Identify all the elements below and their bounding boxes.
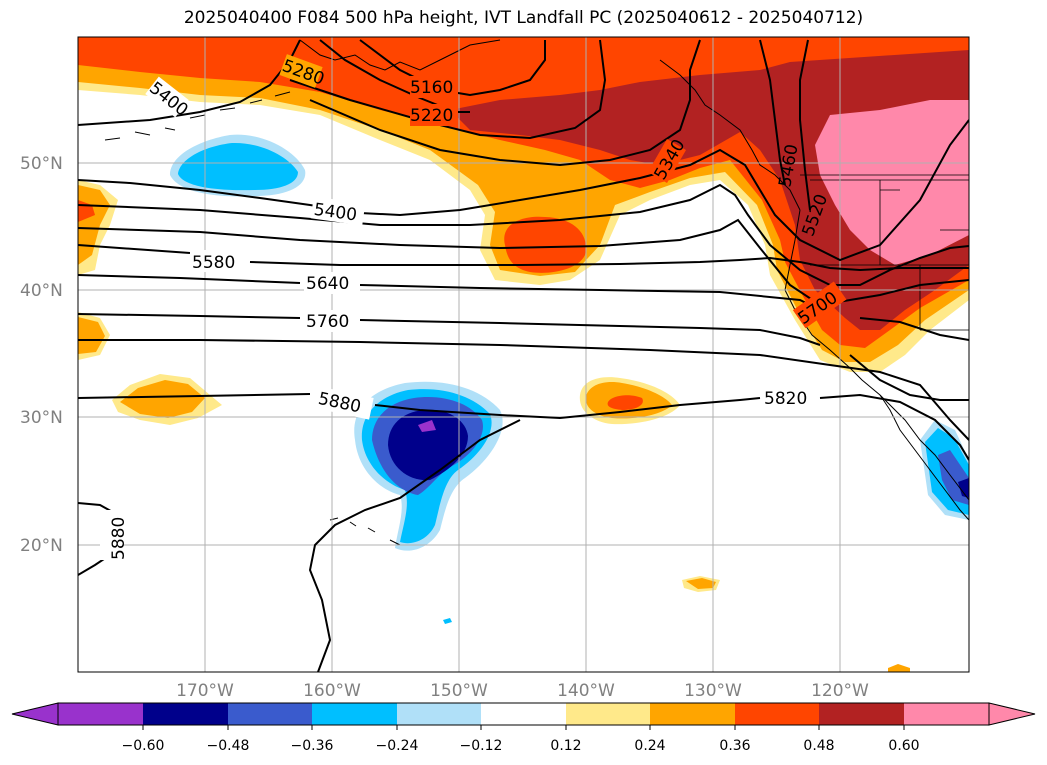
lat-label-40n: 40°N — [20, 281, 63, 301]
colorbar-segment — [143, 703, 228, 725]
hawaii-negative-navy — [388, 409, 468, 481]
lon-label-160w: 160°W — [303, 681, 361, 701]
baja-negative-navy — [958, 478, 969, 498]
colorbar-segment — [904, 703, 989, 725]
colorbar-extend-right — [988, 702, 1036, 726]
colorbar-segment — [397, 703, 481, 725]
contour-labels: 5400 5280 5160 5220 5340 5460 5520 5400 … — [100, 54, 847, 560]
west-blob-2-orange — [78, 317, 105, 354]
contour-5880-hawaii — [308, 419, 521, 672]
colorbar-tick-label: 0.12 — [550, 738, 581, 754]
lon-label-120w: 120°W — [811, 681, 869, 701]
lon-label-150w: 150°W — [430, 681, 488, 701]
map-title: 2025040400 F084 500 hPa height, IVT Land… — [183, 8, 864, 28]
contour-label: 5640 — [306, 274, 349, 294]
colorbar-tick-label: 0.48 — [803, 738, 834, 754]
contour-top-4 — [289, 39, 607, 140]
contour-label: 5160 — [410, 78, 453, 98]
lon-label-170w: 170°W — [176, 681, 234, 701]
contour-5340 — [309, 39, 701, 167]
west-blob-3-orange — [120, 380, 205, 418]
contour-5460 — [759, 39, 786, 186]
contour-top-3 — [359, 39, 546, 97]
longitude-labels: 170°W 160°W 150°W 140°W 130°W 120°W — [176, 681, 869, 701]
contour-5820 — [78, 393, 969, 461]
colorbar-frame — [57, 702, 990, 726]
lon-label-130w: 130°W — [684, 681, 742, 701]
colorbar-segment — [312, 703, 397, 725]
tiny-blob-bottom-right — [888, 664, 910, 672]
pink-region — [815, 100, 969, 265]
north-negative-blob-cyan — [178, 142, 298, 191]
height-contours — [78, 39, 969, 672]
hawaii-negative-purple — [418, 420, 436, 432]
contour-5520 — [799, 39, 811, 211]
aleutian-islands — [104, 91, 291, 141]
lat-label-30n: 30°N — [20, 408, 63, 428]
contour-label: 5760 — [306, 312, 349, 332]
tiny-blob-130w-orange — [686, 578, 716, 589]
central-red-blob — [504, 216, 586, 273]
colorbar-tick-label: 0.24 — [634, 738, 665, 754]
colorbar-tick-label: −0.24 — [376, 738, 419, 754]
colorbar-tick-label: −0.12 — [460, 738, 503, 754]
colorbar-tick-label: −0.48 — [207, 738, 250, 754]
baja-peninsula — [879, 394, 969, 521]
colorbar-segment — [58, 703, 143, 725]
lat-label-20n: 20°N — [20, 536, 63, 556]
colorbar-segment — [566, 703, 650, 725]
state-borders — [810, 179, 969, 331]
colorbar-segment — [650, 703, 735, 725]
contour-5580 — [78, 244, 969, 272]
latitude-labels: 50°N 40°N 30°N 20°N — [20, 154, 63, 556]
contour-label: 5820 — [764, 389, 807, 409]
colorbar-extend-left — [11, 702, 59, 726]
colorbar-tick-label: −0.36 — [291, 738, 334, 754]
colorbar-tick-label: 0.36 — [719, 738, 750, 754]
lon-label-140w: 140°W — [557, 681, 615, 701]
colorbar-tick-label: −0.60 — [122, 738, 165, 754]
colorbar-segment — [819, 703, 904, 725]
contour-5760 — [78, 313, 969, 401]
contour-2 — [78, 183, 969, 286]
colorbar-segment — [481, 703, 566, 725]
colorbar: −0.60 −0.48 −0.36 −0.24 −0.12 0.12 0.24 … — [11, 702, 1036, 754]
contour-label: 5580 — [192, 253, 235, 273]
alaska-coast — [299, 39, 501, 71]
contour-3 — [78, 218, 969, 307]
contour-south-1 — [78, 339, 969, 441]
gridlines — [78, 37, 969, 672]
colorbar-tick-label: 0.60 — [888, 738, 919, 754]
lat-label-50n: 50°N — [20, 154, 63, 174]
contour-label: 5880 — [109, 517, 129, 560]
plot-frame — [77, 36, 970, 673]
hawaii-islands — [329, 517, 401, 546]
tiny-negative-dot — [443, 618, 452, 624]
contour-5640 — [78, 274, 969, 341]
central-blob-140w-red — [607, 395, 643, 410]
contour-label: 5220 — [410, 106, 453, 126]
coastlines — [104, 39, 969, 546]
colorbar-segment — [735, 703, 819, 725]
colorbar-segment — [228, 703, 312, 725]
